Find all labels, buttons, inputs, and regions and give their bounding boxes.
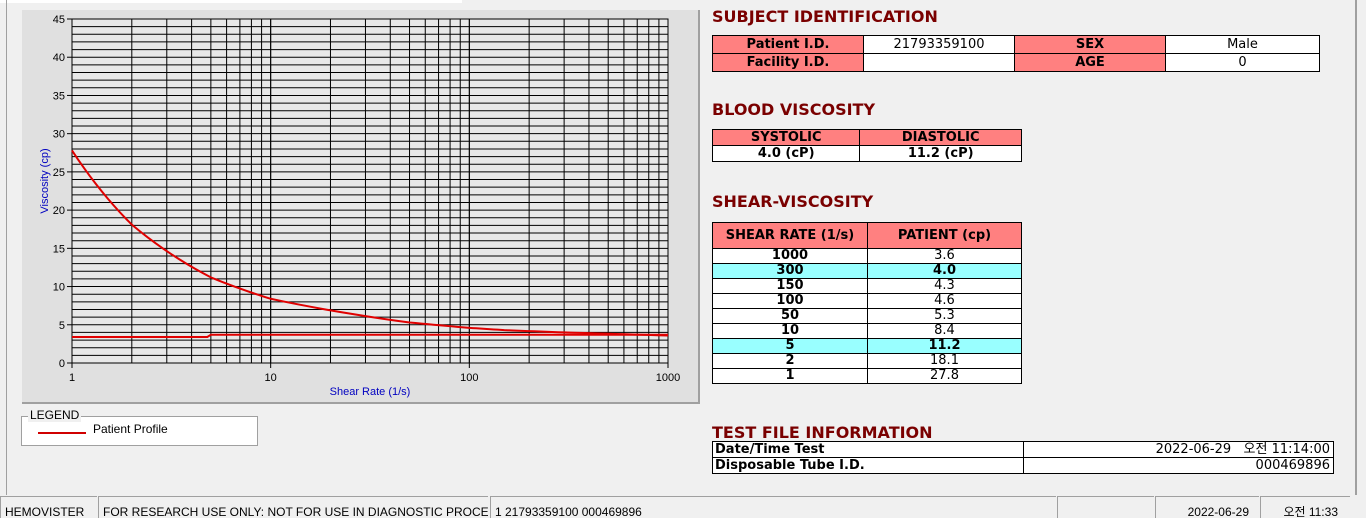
sex-label: SEX [1014, 35, 1166, 54]
sex: Male [1165, 35, 1320, 54]
y-tick-label: 25 [53, 167, 65, 179]
viscosity-chart-panel: 0 5 10 15 20 25 30 35 40 45 1 10 100 1000 Shear Rate (… [22, 10, 700, 404]
y-tick-label: 20 [53, 205, 65, 217]
date-label: Date/Time Test [712, 441, 1024, 458]
shear-rate: 5 [712, 338, 868, 354]
patient-value: 3.6 [867, 248, 1022, 264]
status-empty [1057, 496, 1154, 518]
patient-value: 4.3 [867, 278, 1022, 294]
shear-row: 1000 3.6 [712, 248, 1022, 264]
legend-label: Patient Profile [93, 422, 168, 436]
tube-label: Disposable Tube I.D. [712, 457, 1024, 474]
age: 0 [1165, 53, 1320, 72]
testfile-table: Date/Time Test 2022-06-29 오전 11:14:00 Dis… [712, 441, 1334, 474]
diastolic-value: 11.2 (cP) [859, 145, 1022, 162]
y-tick-label: 40 [53, 52, 65, 64]
shear-rate: 1 [712, 368, 868, 384]
age-label: AGE [1014, 53, 1166, 72]
subject-title: SUBJECT IDENTIFICATION [712, 7, 938, 26]
y-tick-label: 35 [53, 90, 65, 102]
status-date: 2022-06-29 [1155, 496, 1259, 518]
shear-row: 100 4.6 [712, 293, 1022, 309]
shear-row: 10 8.4 [712, 323, 1022, 339]
shear-rate: 100 [712, 293, 868, 309]
shear-row: 2 18.1 [712, 353, 1022, 369]
x-tick-label: 1 [69, 372, 75, 384]
y-axis-label: Viscosity (cp) [39, 148, 51, 213]
shear-table: SHEAR RATE (1/s) PATIENT (cp) 1000 3.6 300 4… [712, 222, 1022, 384]
status-notice: FOR RESEARCH USE ONLY: NOT FOR USE IN DI… [98, 496, 488, 518]
series-line [72, 333, 668, 339]
scrollbar-edge [1355, 0, 1357, 495]
shear-row: 300 4.0 [712, 263, 1022, 279]
status-time: 오전 11:33 [1260, 496, 1350, 518]
x-tick-label: 100 [460, 372, 478, 384]
diastolic-label: DIASTOLIC [859, 129, 1022, 146]
shear-rate: 50 [712, 308, 868, 324]
left-border [6, 0, 7, 495]
y-tick-label: 0 [59, 358, 65, 370]
plot-area [71, 18, 669, 364]
shear-rate-header: SHEAR RATE (1/s) [712, 222, 868, 249]
shear-rate: 300 [712, 263, 868, 279]
patient-value: 5.3 [867, 308, 1022, 324]
patient-value: 18.1 [867, 353, 1022, 369]
shear-rate: 1000 [712, 248, 868, 264]
y-tick-label: 5 [59, 320, 65, 332]
patient-value: 11.2 [867, 338, 1022, 354]
y-tick-label: 45 [53, 14, 65, 26]
shear-row: 5 11.2 [712, 338, 1022, 354]
facility-label: Facility I.D. [712, 53, 864, 72]
patient-header: PATIENT (cp) [867, 222, 1022, 249]
legend-swatch [38, 432, 86, 434]
subject-table: Patient I.D. 21793359100 SEX Male Facility … [712, 35, 1320, 72]
patient-value: 27.8 [867, 368, 1022, 384]
systolic-value: 4.0 (cP) [711, 145, 861, 162]
systolic-label: SYSTOLIC [711, 129, 861, 146]
testfile-title: TEST FILE INFORMATION [712, 423, 933, 442]
x-tick-label: 10 [265, 372, 277, 384]
top-bar [0, 0, 462, 3]
y-tick-label: 10 [53, 282, 65, 294]
blood-title: BLOOD VISCOSITY [712, 100, 876, 119]
date-value: 2022-06-29 오전 11:14:00 [1023, 441, 1334, 458]
patient-value: 4.0 [867, 263, 1022, 279]
legend-title: LEGEND [28, 408, 82, 422]
tube-value: 000469896 [1023, 457, 1334, 474]
patient-id: 21793359100 [863, 35, 1015, 54]
shear-row: 150 4.3 [712, 278, 1022, 294]
patient-id-label: Patient I.D. [712, 35, 864, 54]
shear-title: SHEAR-VISCOSITY [712, 192, 874, 211]
viscosity-chart: 0 5 10 15 20 25 30 35 40 45 1 10 100 1000 Shear Rate (… [39, 14, 680, 398]
patient-value: 8.4 [867, 323, 1022, 339]
shear-row: 50 5.3 [712, 308, 1022, 324]
blood-table: SYSTOLIC DIASTOLIC 4.0 (cP) 11.2 (cP) [711, 129, 1022, 162]
facility [863, 53, 1015, 72]
shear-rate: 2 [712, 353, 868, 369]
legend: LEGEND Patient Profile [21, 408, 258, 446]
x-axis-label: Shear Rate (1/s) [330, 386, 411, 398]
shear-rate: 10 [712, 323, 868, 339]
patient-value: 4.6 [867, 293, 1022, 309]
x-tick-label: 1000 [656, 372, 680, 384]
shear-rate: 150 [712, 278, 868, 294]
y-tick-label: 15 [53, 243, 65, 255]
y-tick-label: 30 [53, 129, 65, 141]
shear-row: 1 27.8 [712, 368, 1022, 384]
status-record: 1 21793359100 000469896 [490, 496, 1056, 518]
status-app: HEMOVISTER [0, 496, 97, 518]
